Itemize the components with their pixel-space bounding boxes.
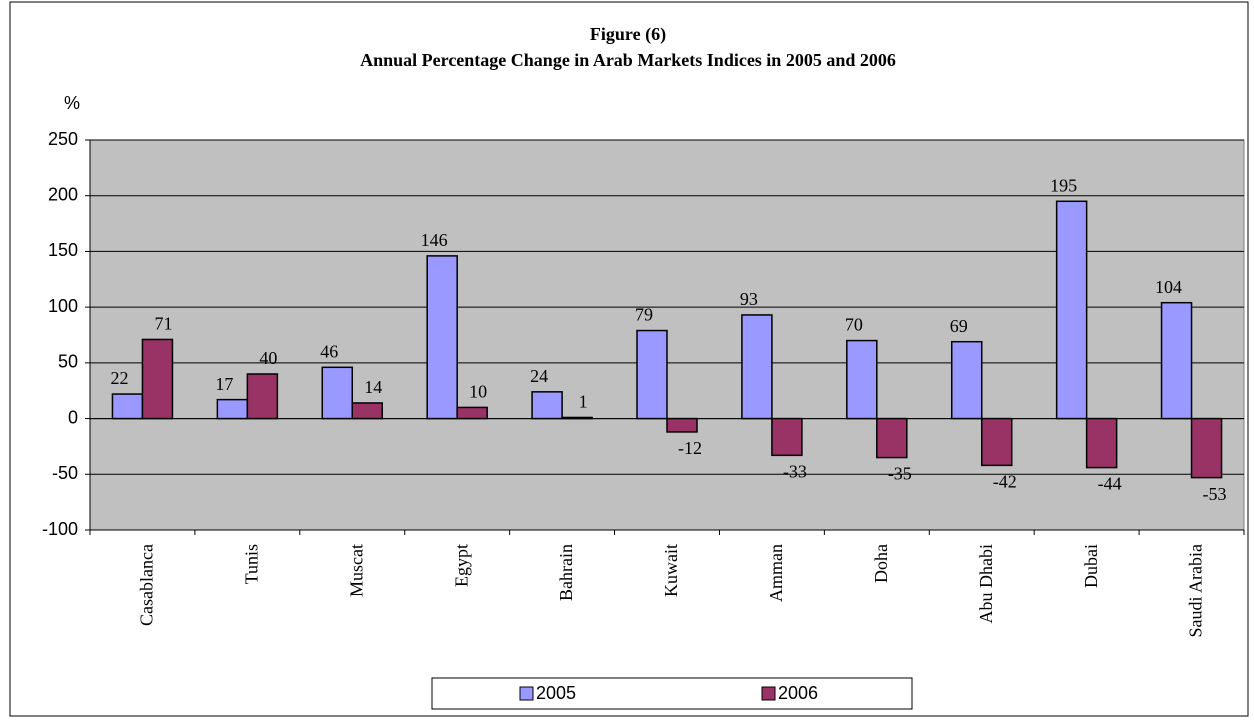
legend-box: [431, 677, 913, 710]
bar: [426, 255, 458, 420]
data-label: -35: [888, 464, 912, 484]
bar: [456, 406, 488, 420]
bar: [1160, 301, 1193, 420]
data-label: 70: [845, 315, 863, 335]
x-tick-label: Muscat: [346, 544, 366, 597]
data-label: 1: [579, 392, 588, 412]
x-tick-label: Bahrain: [556, 544, 576, 601]
bar: [1055, 200, 1088, 420]
data-label: -12: [678, 438, 702, 458]
y-axis-label: %: [64, 93, 80, 113]
data-label: 146: [421, 230, 448, 250]
x-tick-label: Abu Dhabi: [976, 544, 996, 624]
chart-subtitle: Annual Percentage Change in Arab Markets…: [360, 50, 896, 70]
y-tick-label: 250: [48, 129, 78, 149]
legend-label: 2005: [536, 683, 576, 703]
bar: [980, 417, 1013, 467]
bar: [351, 402, 384, 420]
data-label: 22: [110, 368, 128, 388]
x-tick-label: Kuwait: [661, 544, 681, 597]
data-label: 104: [1155, 277, 1182, 297]
bar: [141, 338, 174, 420]
data-label: 14: [364, 377, 382, 397]
bar: [666, 417, 698, 433]
data-label: -44: [1098, 474, 1122, 494]
bar: [846, 339, 878, 420]
y-tick-label: 50: [58, 352, 78, 372]
data-label: 195: [1050, 175, 1077, 195]
data-label: 17: [215, 374, 233, 394]
bar: [876, 417, 908, 459]
bar: [216, 398, 249, 420]
bar: [1085, 417, 1118, 469]
data-label: 71: [154, 314, 172, 334]
x-tick-label: Dubai: [1081, 544, 1101, 588]
data-label: -53: [1203, 484, 1227, 504]
data-label: 93: [740, 289, 758, 309]
bar: [561, 416, 593, 420]
legend-swatch: [761, 686, 776, 701]
y-tick-label: 0: [68, 407, 78, 427]
legend-label: 2006: [778, 683, 818, 703]
bar: [741, 314, 773, 420]
x-tick-label: Amman: [766, 544, 786, 602]
x-tick-label: Saudi Arabia: [1186, 544, 1206, 637]
data-label: 69: [950, 316, 968, 336]
legend-swatch: [519, 686, 534, 701]
y-tick-label: 100: [48, 296, 78, 316]
bar: [950, 340, 983, 420]
bar: [321, 366, 354, 420]
y-tick-label: -50: [52, 463, 78, 483]
chart-title: Figure (6): [590, 24, 666, 45]
data-label: 24: [530, 366, 548, 386]
bar: [1190, 417, 1223, 479]
y-tick-label: 200: [48, 184, 78, 204]
y-tick-label: 150: [48, 240, 78, 260]
y-tick-label: -100: [42, 519, 78, 539]
data-label: -33: [783, 461, 807, 481]
bar: [636, 329, 668, 420]
data-label: 10: [469, 382, 487, 402]
x-tick-label: Tunis: [241, 544, 261, 584]
data-label: 40: [259, 348, 277, 368]
bar: [246, 373, 279, 420]
x-tick-label: Egypt: [451, 544, 471, 587]
data-label: -42: [993, 471, 1017, 491]
bar: [111, 393, 144, 420]
data-label: 46: [320, 341, 338, 361]
bar: [771, 417, 803, 457]
x-tick-label: Casablanca: [137, 544, 157, 626]
bar: [531, 391, 563, 420]
x-tick-label: Doha: [871, 544, 891, 583]
data-label: 79: [635, 305, 653, 325]
